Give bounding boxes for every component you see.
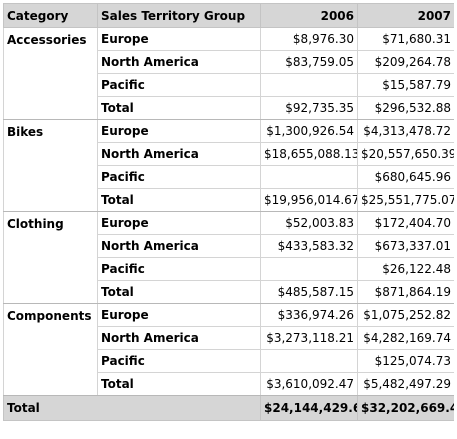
value-2006-cell <box>260 349 358 373</box>
value-2007-cell: $20,557,650.39 <box>357 142 454 166</box>
header-territory: Sales Territory Group <box>97 3 261 28</box>
category-cell: Bikes <box>3 119 98 212</box>
sales-matrix-report: Category Sales Territory Group 2006 2007… <box>3 3 454 436</box>
value-2006-cell: $52,003.83 <box>260 211 358 235</box>
value-2006-cell <box>260 257 358 281</box>
territory-cell: Pacific <box>97 257 261 281</box>
value-2007-cell: $4,282,169.74 <box>357 326 454 350</box>
value-2007-cell: $673,337.01 <box>357 234 454 258</box>
table-row: Pacific $680,645.96 <box>4 165 454 189</box>
grand-total-row: Total $24,144,429.65 $32,202,669.43 <box>3 395 454 421</box>
subtotal-row: Total $92,735.35 $296,532.88 <box>4 96 454 120</box>
subtotal-2007-cell: $871,864.19 <box>357 280 454 304</box>
value-2007-cell: $1,075,252.82 <box>357 303 454 327</box>
subtotal-2006-cell: $3,610,092.47 <box>260 372 358 396</box>
table-row: Bikes Europe $1,300,926.54 $4,313,478.72 <box>3 119 454 212</box>
table-row: North America $3,273,118.21 $4,282,169.7… <box>4 326 454 350</box>
table-row: Clothing Europe $52,003.83 $172,404.70 <box>3 211 454 304</box>
territory-cell: North America <box>97 326 261 350</box>
category-cell: Components <box>3 303 98 396</box>
territory-cell: Pacific <box>97 73 261 97</box>
header-category: Category <box>3 3 98 28</box>
territory-cell: North America <box>97 50 261 74</box>
value-2006-cell <box>260 165 358 189</box>
grand-total-2007-cell: $32,202,669.43 <box>357 395 454 421</box>
territory-cell: Europe <box>97 303 261 327</box>
value-2006-cell: $336,974.26 <box>260 303 358 327</box>
subtotal-2007-cell: $5,482,497.29 <box>357 372 454 396</box>
value-2007-cell: $71,680.31 <box>357 27 454 51</box>
territory-cell: Europe <box>97 211 261 235</box>
category-cell: Clothing <box>3 211 98 304</box>
territory-cell: Pacific <box>97 349 261 373</box>
value-2007-cell: $680,645.96 <box>357 165 454 189</box>
value-2006-cell: $83,759.05 <box>260 50 358 74</box>
grand-total-label: Total <box>3 395 261 421</box>
territory-cell: North America <box>97 234 261 258</box>
subtotal-label: Total <box>97 372 261 396</box>
subtotal-2006-cell: $485,587.15 <box>260 280 358 304</box>
subtotal-row: Total $485,587.15 $871,864.19 <box>4 280 454 304</box>
header-year-2006: 2006 <box>260 3 358 28</box>
subtotal-2006-cell: $19,956,014.67 <box>260 188 358 212</box>
value-2006-cell: $18,655,088.13 <box>260 142 358 166</box>
value-2007-cell: $172,404.70 <box>357 211 454 235</box>
sales-matrix-table: Category Sales Territory Group 2006 2007… <box>3 3 454 421</box>
table-row: Pacific $125,074.73 <box>4 349 454 373</box>
value-2006-cell: $8,976.30 <box>260 27 358 51</box>
territory-cell: Europe <box>97 27 261 51</box>
value-2007-cell: $209,264.78 <box>357 50 454 74</box>
subtotal-label: Total <box>97 280 261 304</box>
subtotal-2006-cell: $92,735.35 <box>260 96 358 120</box>
table-row: North America $18,655,088.13 $20,557,650… <box>4 142 454 166</box>
header-row: Category Sales Territory Group 2006 2007 <box>3 3 454 28</box>
table-row: North America $83,759.05 $209,264.78 <box>4 50 454 74</box>
value-2007-cell: $26,122.48 <box>357 257 454 281</box>
subtotal-row: Total $3,610,092.47 $5,482,497.29 <box>4 372 454 396</box>
territory-cell: Pacific <box>97 165 261 189</box>
value-2006-cell: $1,300,926.54 <box>260 119 358 143</box>
subtotal-2007-cell: $296,532.88 <box>357 96 454 120</box>
grand-total-2006-cell: $24,144,429.65 <box>260 395 358 421</box>
value-2006-cell: $3,273,118.21 <box>260 326 358 350</box>
value-2007-cell: $125,074.73 <box>357 349 454 373</box>
subtotal-label: Total <box>97 188 261 212</box>
table-row: Components Europe $336,974.26 $1,075,252… <box>3 303 454 396</box>
value-2007-cell: $4,313,478.72 <box>357 119 454 143</box>
table-row: Accessories Europe $8,976.30 $71,680.31 <box>3 27 454 120</box>
table-row: Pacific $15,587.79 <box>4 73 454 97</box>
subtotal-2007-cell: $25,551,775.07 <box>357 188 454 212</box>
value-2006-cell <box>260 73 358 97</box>
table-row: North America $433,583.32 $673,337.01 <box>4 234 454 258</box>
territory-cell: North America <box>97 142 261 166</box>
header-year-2007: 2007 <box>357 3 454 28</box>
value-2007-cell: $15,587.79 <box>357 73 454 97</box>
subtotal-label: Total <box>97 96 261 120</box>
category-cell: Accessories <box>3 27 98 120</box>
value-2006-cell: $433,583.32 <box>260 234 358 258</box>
territory-cell: Europe <box>97 119 261 143</box>
